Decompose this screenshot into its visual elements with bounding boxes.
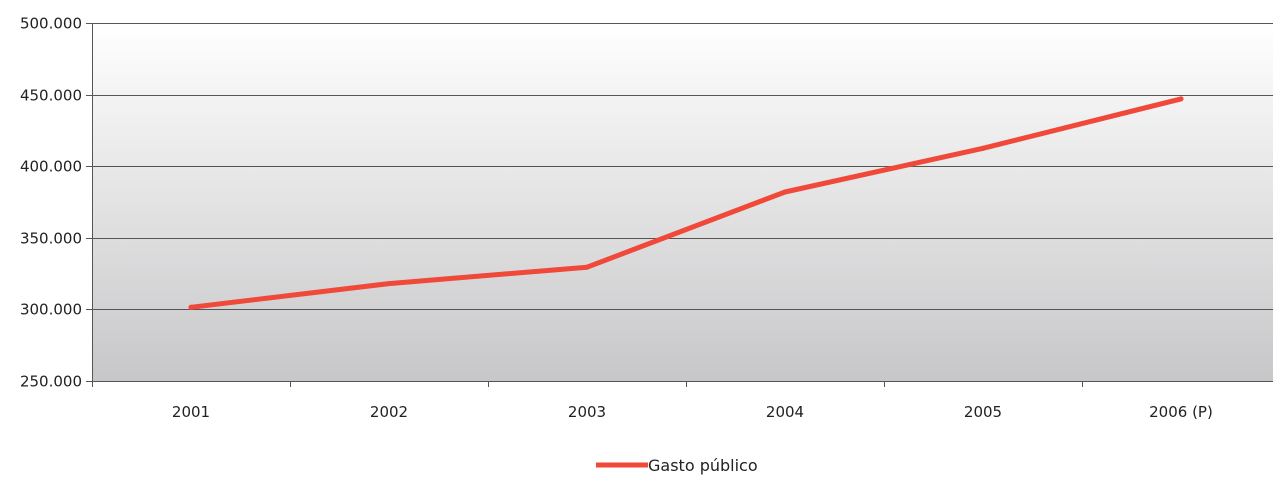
y-tick-label: 350.000 (20, 230, 82, 248)
data-point (188, 304, 194, 310)
x-tick-label: 2002 (370, 403, 408, 421)
y-tick-label: 450.000 (20, 87, 82, 105)
x-tick-label: 2003 (568, 403, 606, 421)
data-point (1178, 96, 1184, 102)
data-point (386, 281, 392, 287)
x-tick-label: 2006 (P) (1149, 403, 1213, 421)
data-point (584, 264, 590, 270)
y-tick-label: 400.000 (20, 158, 82, 176)
series-layer (188, 96, 1184, 310)
data-point (782, 189, 788, 195)
y-tick-label: 250.000 (20, 373, 82, 391)
y-tick-label: 300.000 (20, 301, 82, 319)
x-tick-label: 2005 (964, 403, 1002, 421)
y-tick-label: 500.000 (20, 15, 82, 33)
axes (86, 23, 1273, 387)
x-tick-label: 2004 (766, 403, 804, 421)
legend-label-gasto-publico: Gasto público (648, 456, 758, 475)
x-axis-tick-labels: 2001 2002 2003 2004 2005 2006 (P) (172, 403, 1213, 421)
series-line-gasto-publico (188, 96, 1184, 310)
plot-area (92, 23, 1273, 381)
x-tick-label: 2001 (172, 403, 210, 421)
legend: Gasto público (596, 456, 758, 475)
data-point (980, 145, 986, 151)
y-axis-tick-labels: 250.000 300.000 350.000 400.000 450.000 500.0… (20, 15, 82, 391)
